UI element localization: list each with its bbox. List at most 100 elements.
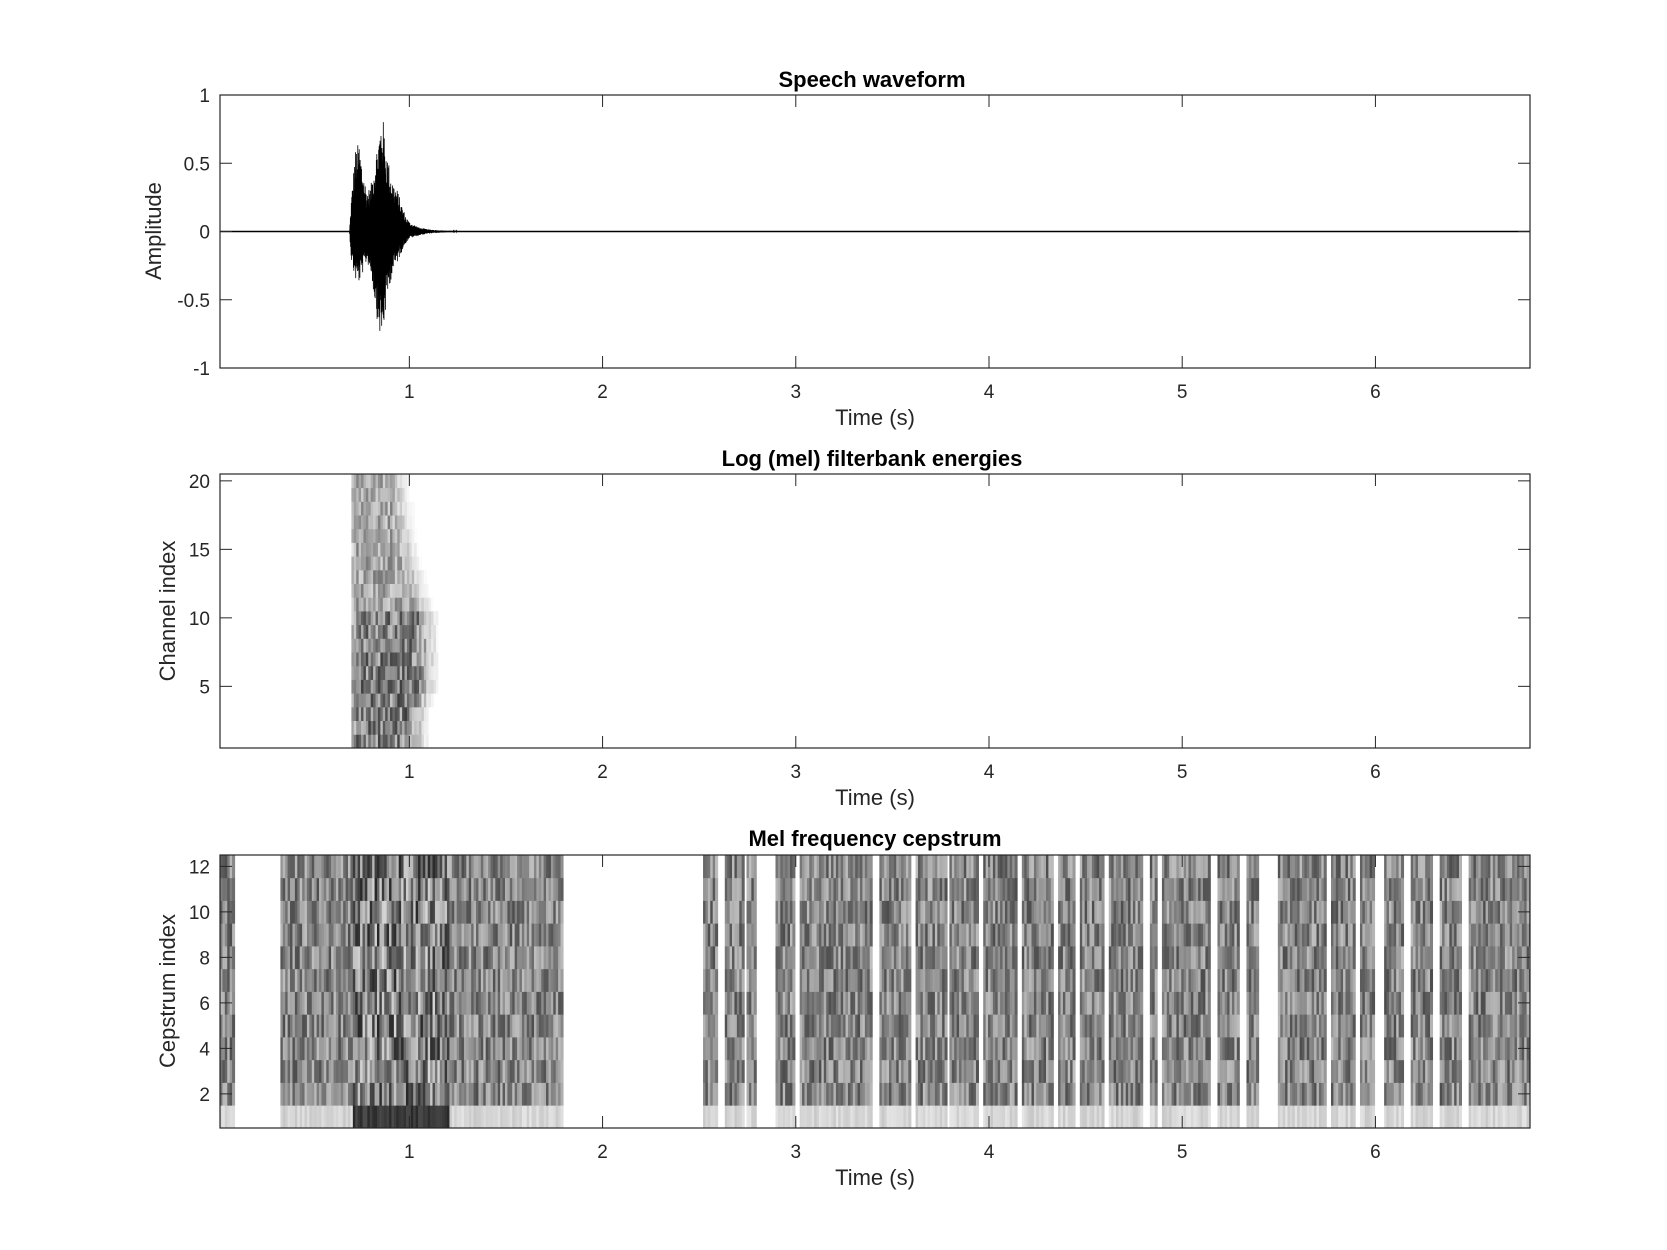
heatmap-cell [299,923,303,947]
heatmap-cell [397,693,401,708]
heatmap-cell [435,638,439,653]
heatmap-cell [302,1059,306,1083]
heatmap-cell [399,665,403,680]
heatmap-cell [1099,1105,1103,1128]
heatmap-cell [1149,1082,1153,1106]
heatmap-cell [302,923,306,947]
heatmap-cell [373,611,377,626]
heatmap-cell [361,706,365,721]
heatmap-cell [410,1037,414,1061]
heatmap-cell [432,1082,436,1106]
heatmap-cell [426,679,430,694]
heatmap-cell [512,1105,516,1128]
heatmap-cell [917,1014,922,1038]
heatmap-cell [835,968,839,992]
heatmap-cell [406,542,410,557]
heatmap-cell [461,991,465,1015]
heatmap-cell [1021,968,1025,992]
heatmap-cell [881,1059,885,1083]
heatmap-cell [1335,991,1339,1015]
heatmap-cell [380,652,384,667]
heatmap-cell [1306,1059,1310,1083]
heatmap-cell [739,1059,743,1083]
heatmap-cell [555,1014,559,1038]
heatmap-cell [309,946,313,970]
heatmap-cell [431,679,435,694]
heatmap-cell [1292,1082,1296,1106]
heatmap-cell [1224,1082,1228,1106]
heatmap-cell [821,946,825,970]
heatmap-cell [1398,877,1402,901]
heatmap-cell [404,542,408,557]
heatmap-cell [1314,1037,1318,1061]
heatmap-cell [408,1105,412,1128]
heatmap-cell [404,720,408,735]
heatmap-cell [1251,991,1255,1015]
heatmap-cell [992,1037,996,1061]
heatmap-cell [326,968,330,992]
heatmap-cell [1311,1059,1315,1083]
heatmap-cell [1000,1059,1004,1083]
heatmap-cell [1195,991,1199,1015]
heatmap-cell [531,1014,535,1038]
heatmap-cell [925,1014,929,1038]
heatmap-cell [370,583,374,598]
heatmap-cell [1388,923,1392,947]
heatmap-cell [934,946,938,970]
heatmap-cell [985,968,989,992]
heatmap-cell [1024,1059,1028,1083]
heatmap-cell [922,1082,926,1106]
heatmap-cell [1304,1082,1308,1106]
heatmap-cell [1058,855,1062,879]
heatmap-cell [368,528,372,543]
heatmap-cell [944,1014,948,1038]
heatmap-cell [823,1082,827,1106]
heatmap-cell [1302,1014,1306,1038]
heatmap-cell [478,946,482,970]
heatmap-cell [287,1014,291,1038]
heatmap-cell [463,1082,467,1106]
heatmap-cell [748,900,752,924]
heatmap-cell [385,679,389,694]
heatmap-cell [1231,1059,1235,1083]
heatmap-cell [1101,1082,1105,1106]
heatmap-cell [381,923,385,947]
heatmap-cell [908,1105,912,1128]
heatmap-cell [1004,946,1008,970]
heatmap-cell [789,855,794,879]
heatmap-cell [1347,855,1351,879]
heatmap-cell [384,1037,388,1061]
heatmap-cell [368,597,372,612]
heatmap-cell [1164,1059,1168,1083]
heatmap-cell [954,946,958,970]
heatmap-cell [338,1037,342,1061]
heatmap-cell [302,946,306,970]
heatmap-cell [350,1105,354,1128]
heatmap-cell [1251,855,1255,879]
heatmap-cell [1396,855,1400,879]
heatmap-cell [1391,1105,1395,1128]
heatmap-cell [1089,1037,1093,1061]
heatmap-cell [473,1105,477,1128]
heatmap-cell [1343,968,1347,992]
heatmap-cell [426,624,430,639]
heatmap-cell [847,946,851,970]
heatmap-cell [1169,900,1173,924]
heatmap-cell [423,734,427,748]
heatmap-cell [1113,1105,1117,1128]
heatmap-cell [1304,1105,1308,1128]
heatmap-cell [1333,1105,1337,1128]
heatmap-cell [1043,1059,1047,1083]
heatmap-cell [1222,900,1226,924]
heatmap-cell [362,946,366,970]
heatmap-cell [1058,923,1062,947]
heatmap-cell [1190,1059,1194,1083]
heatmap-cell [380,665,384,680]
heatmap-cell [811,1105,815,1128]
heatmap-cell [1340,855,1344,879]
heatmap-cell [504,855,509,879]
heatmap-cell [1256,991,1260,1015]
heatmap-cell [1222,877,1226,901]
heatmap-cell [727,1082,731,1106]
heatmap-cell [302,1014,306,1038]
